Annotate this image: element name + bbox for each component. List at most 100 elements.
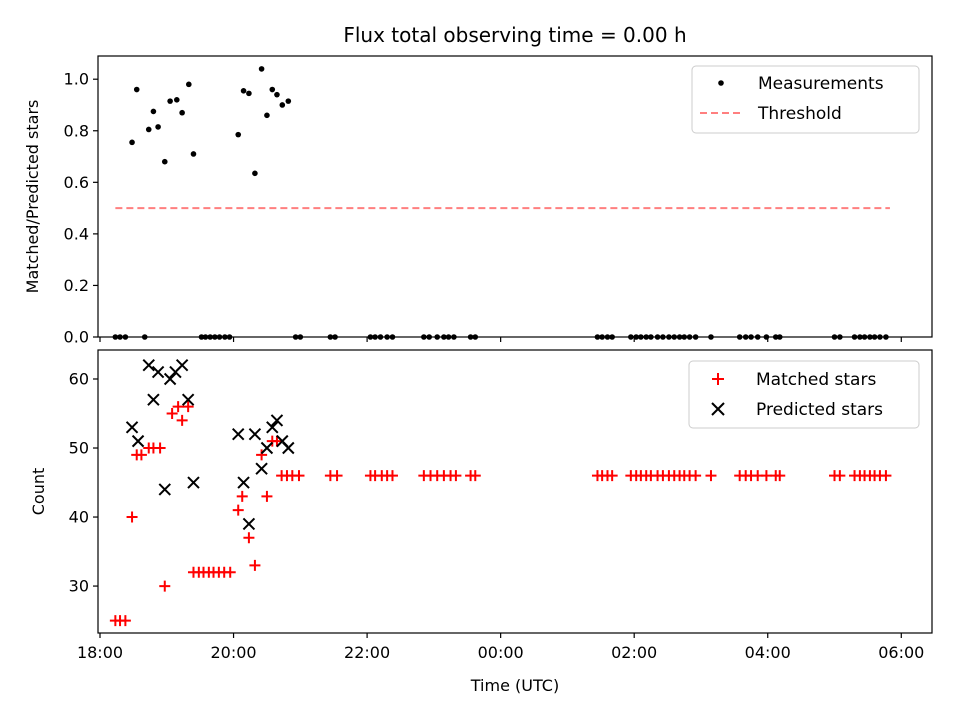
matched-stars-point	[224, 566, 236, 578]
bottom-panel-data	[109, 358, 892, 627]
predicted-stars-point	[282, 441, 295, 455]
predicted-stars-point	[175, 358, 189, 372]
y-tick-label: 60	[69, 369, 89, 388]
predicted-stars-point	[147, 393, 160, 406]
matched-stars-point	[606, 470, 618, 482]
measurements-point	[190, 151, 197, 157]
matched-stars-point	[236, 490, 248, 502]
x-tick-label: 04:00	[745, 643, 791, 662]
predicted-stars-point	[237, 476, 250, 489]
predicted-stars-point	[131, 434, 145, 448]
matched-stars-point	[182, 401, 194, 413]
predicted-stars-point	[248, 428, 262, 441]
measurements-point	[252, 170, 258, 177]
measurements-point	[145, 126, 152, 133]
legend-measurements-marker	[718, 80, 724, 86]
matched-stars-point	[760, 470, 772, 482]
bottom-legend-box	[688, 360, 920, 429]
top-panel-x-ticks	[99, 337, 902, 342]
top-panel-y-axis-label: Matched/Predicted stars	[23, 100, 42, 294]
legend-threshold-label: Threshold	[757, 104, 842, 124]
y-tick-label: 0.2	[64, 276, 89, 295]
measurements-point	[246, 90, 252, 97]
x-tick-label: 02:00	[611, 643, 657, 662]
matched-stars-point	[166, 408, 178, 420]
bottom-legend: Matched stars Predicted stars	[688, 360, 920, 429]
matched-stars-point	[154, 442, 166, 454]
measurements-point	[235, 131, 242, 138]
predicted-stars-point	[151, 365, 165, 379]
matched-stars-point	[271, 435, 283, 447]
measurements-point	[240, 88, 247, 94]
y-tick-label: 0.8	[64, 121, 89, 140]
chart-title: Flux total observing time = 0.00 h	[343, 23, 686, 47]
legend-predicted-marker	[711, 402, 725, 416]
matched-stars-point	[135, 449, 147, 461]
matched-stars-point	[159, 580, 171, 592]
predicted-stars-point	[187, 476, 200, 489]
y-tick-label: 1.0	[64, 70, 89, 89]
y-tick-label: 0.0	[64, 328, 89, 347]
matched-stars-point	[176, 414, 188, 426]
y-tick-label: 40	[69, 508, 89, 527]
predicted-stars-point	[142, 358, 155, 372]
matched-stars-point	[386, 470, 398, 482]
measurements-point	[129, 139, 135, 146]
predicted-stars-point	[260, 441, 274, 455]
y-tick-label: 0.6	[64, 173, 89, 192]
top-panel: 0.0 0.2 0.4 0.6 0.8 1.0 Matched/Predicted sta…	[23, 55, 933, 347]
measurements-point	[274, 91, 280, 98]
legend-matched-marker	[712, 373, 724, 385]
measurements-point	[179, 109, 185, 116]
measurements-point	[269, 86, 276, 93]
bottom-panel: 30 40 50 60 18:00 20:00 22:00 00:00 02:00 04:00 0…	[29, 349, 933, 695]
matched-stars-point	[880, 470, 892, 482]
measurements-point	[279, 102, 286, 108]
bottom-panel-x-ticks: 18:00 20:00 22:00 00:00 02:00 04:00 06:00	[77, 633, 924, 662]
measurements-point	[150, 108, 157, 115]
matched-stars-point	[261, 490, 273, 502]
matched-stars-point	[243, 532, 255, 544]
top-legend-box	[691, 65, 920, 134]
top-legend: Measurements Threshold	[691, 65, 920, 134]
matched-stars-point	[469, 470, 481, 482]
matched-stars-point	[293, 470, 305, 482]
predicted-stars-point	[181, 393, 195, 406]
predicted-stars-point	[158, 483, 171, 496]
matched-stars-point	[450, 470, 462, 482]
matched-stars-point	[172, 401, 184, 413]
top-panel-frame	[97, 55, 933, 338]
measurements-point	[161, 158, 168, 165]
bottom-panel-y-axis-label: Count	[29, 468, 48, 516]
matched-stars-point	[126, 511, 138, 523]
predicted-stars-point	[232, 428, 245, 441]
matched-stars-point	[232, 504, 244, 516]
bottom-panel-y-ticks: 30 40 50 60	[69, 369, 98, 596]
matched-stars-point	[705, 470, 717, 482]
x-tick-label: 06:00	[878, 643, 924, 662]
predicted-stars-point	[125, 421, 139, 434]
legend-predicted-label: Predicted stars	[756, 400, 883, 420]
x-tick-label: 22:00	[344, 643, 390, 662]
predicted-stars-point	[270, 414, 284, 427]
legend-matched-label: Matched stars	[756, 370, 876, 390]
x-tick-label: 20:00	[210, 643, 256, 662]
measurements-point	[258, 66, 265, 72]
predicted-stars-point	[242, 517, 256, 531]
measurements-point	[167, 98, 173, 104]
predicted-stars-point	[255, 462, 268, 475]
matched-stars-point	[249, 559, 261, 571]
x-tick-label: 00:00	[478, 643, 524, 662]
matched-stars-point	[119, 615, 131, 627]
matched-stars-point	[834, 470, 846, 482]
matched-stars-point	[256, 449, 268, 461]
measurements-point	[173, 97, 180, 103]
y-tick-label: 0.4	[64, 224, 89, 243]
matched-stars-point	[690, 470, 702, 482]
measurements-point	[133, 86, 140, 93]
predicted-stars-point	[163, 372, 177, 386]
measurements-point	[155, 124, 161, 130]
x-tick-label: 18:00	[77, 643, 123, 662]
y-tick-label: 30	[69, 577, 89, 596]
